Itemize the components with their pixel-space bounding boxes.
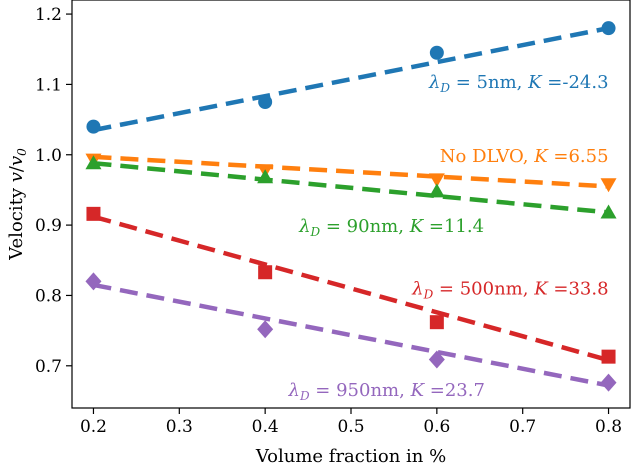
annotation-s90: λD = 90nm, K =11.4 (298, 216, 484, 239)
annotation-part: = 5nm, (450, 72, 528, 93)
series-s500 (86, 206, 616, 364)
y-tick-label: 0.9 (35, 216, 62, 236)
annotation-part: D (299, 389, 310, 403)
series-s5 (86, 21, 616, 134)
annotation-part: λ (298, 216, 310, 237)
series-snodlvo (85, 153, 617, 193)
annotation-part: K (533, 279, 549, 300)
y-axis-label: Velocity v/v0 (6, 148, 29, 261)
annotation-part: D (423, 288, 434, 302)
annotation-part: K (409, 216, 425, 237)
y-axis-label-v: v (6, 172, 27, 182)
fit-line-s5 (93, 25, 609, 133)
annotation-part: λ (428, 72, 440, 93)
x-axis-label: Volume fraction in % (255, 446, 446, 467)
fit-line-s950 (93, 282, 609, 388)
data-point-circle (86, 119, 101, 134)
annotation-part: =6.55 (548, 146, 609, 167)
annotation-s950: λD = 950nm, K =23.7 (288, 380, 485, 403)
data-point-triangle-up (257, 169, 274, 184)
data-point-triangle-up (85, 155, 102, 170)
annotation-part: =23.7 (424, 380, 485, 401)
y-axis-label-slash: / (6, 165, 27, 172)
annotation-part: = 500nm, (433, 279, 534, 300)
annotation-part: λ (288, 380, 300, 401)
annotation-part: D (310, 225, 321, 239)
plot-frame (71, 0, 631, 409)
data-point-square (429, 315, 444, 330)
y-tick-label: 1.1 (35, 75, 62, 95)
data-point-circle (258, 95, 273, 109)
x-tick-label: 0.8 (595, 417, 622, 437)
y-axis-label-v0: v (6, 156, 27, 166)
x-tick-label: 0.5 (337, 417, 364, 437)
data-point-diamond (85, 272, 102, 291)
fit-line-s90 (93, 160, 609, 215)
y-tick-label: 0.8 (35, 286, 62, 306)
annotation-part: = 90nm, (320, 216, 410, 237)
data-point-square (601, 349, 616, 364)
x-tick-label: 0.2 (80, 417, 107, 437)
data-point-triangle-down (600, 178, 617, 193)
annotation-part: D (439, 81, 450, 95)
data-point-diamond (600, 373, 617, 392)
annotation-snodlvo: No DLVO, K =6.55 (440, 146, 609, 167)
fit-line-snodlvo (93, 154, 609, 189)
data-point-triangle-up (428, 183, 445, 198)
x-tick-label: 0.4 (252, 417, 279, 437)
data-point-triangle-up (600, 204, 617, 219)
data-point-diamond (428, 350, 445, 369)
data-point-diamond (257, 320, 274, 339)
y-axis-label-prefix: Velocity (6, 182, 27, 261)
fit-line-s500 (92, 214, 610, 363)
x-tick-label: 0.6 (423, 417, 450, 437)
series-s90 (85, 155, 617, 219)
annotation-part: = 950nm, (310, 380, 411, 401)
series-s950 (85, 272, 617, 392)
annotation-part: =33.8 (548, 279, 609, 300)
annotation-part: No DLVO, (440, 146, 534, 167)
y-axis-label-subscript: 0 (15, 148, 29, 156)
annotation-part: K (533, 146, 549, 167)
data-point-circle (601, 21, 616, 36)
data-point-square (258, 265, 273, 280)
annotation-part: K (410, 380, 426, 401)
annotation-part: K (527, 72, 543, 93)
data-point-square (86, 206, 101, 221)
y-tick-label: 0.7 (35, 357, 62, 377)
plot-marks (85, 21, 617, 392)
annotation-s5: λD = 5nm, K =-24.3 (428, 72, 609, 95)
x-tick-label: 0.7 (509, 417, 536, 437)
annotation-s500: λD = 500nm, K =33.8 (411, 279, 608, 302)
annotation-part: =-24.3 (542, 72, 609, 93)
axes (66, 0, 631, 414)
y-tick-label: 1.2 (35, 5, 62, 25)
x-tick-label: 0.3 (166, 417, 193, 437)
annotation-part: =11.4 (423, 216, 484, 237)
data-point-triangle-down (428, 173, 445, 188)
data-point-circle (429, 45, 444, 60)
annotation-part: λ (411, 279, 423, 300)
y-tick-label: 1.0 (35, 146, 62, 166)
